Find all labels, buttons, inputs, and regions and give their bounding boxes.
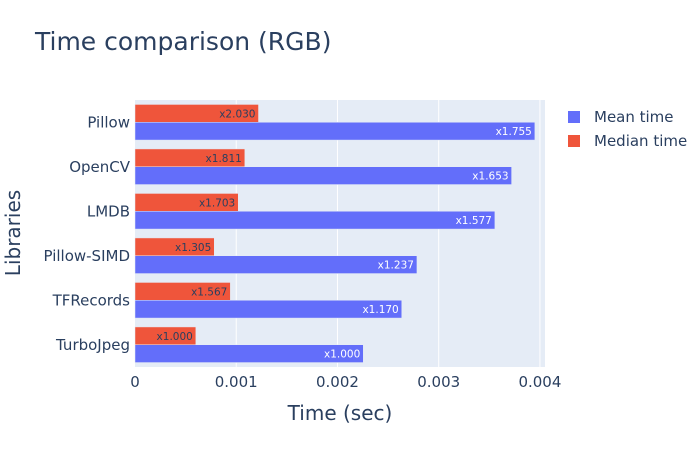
bar-label-mean-time: x1.170 [362, 304, 398, 316]
bar-mean-time [134, 255, 418, 274]
bar-mean-time [134, 300, 403, 319]
y-tick-label: TurboJpeg [55, 336, 130, 354]
legend: Mean time Median time [568, 108, 687, 150]
bar-label-median-time: x1.000 [157, 331, 193, 343]
x-tick-label: 0.003 [417, 373, 460, 391]
y-axis-title: Libraries [1, 190, 25, 276]
bar-label-median-time: x1.305 [175, 242, 211, 254]
bar-label-median-time: x2.030 [219, 108, 255, 120]
bar-label-mean-time: x1.653 [472, 171, 508, 183]
bar-label-median-time: x1.567 [191, 286, 227, 298]
bar-mean-time [134, 166, 512, 185]
y-tick-label: LMDB [87, 202, 130, 220]
bar-mean-time [134, 122, 536, 141]
legend-item-label[interactable]: Median time [594, 132, 687, 150]
bar-label-mean-time: x1.577 [456, 215, 492, 227]
y-tick-label: TFRecords [52, 291, 131, 309]
grid-lines [235, 100, 541, 367]
x-tick-label: 0.002 [316, 373, 359, 391]
legend-item-label[interactable]: Mean time [594, 108, 674, 126]
bar-mean-time [134, 211, 496, 230]
x-tick-label: 0 [130, 373, 140, 391]
bar-label-mean-time: x1.237 [378, 260, 414, 272]
y-tick-label: Pillow [87, 113, 130, 131]
bar-label-median-time: x1.811 [206, 153, 242, 165]
x-tick-label: 0.001 [215, 373, 258, 391]
x-tick-label: 0.004 [518, 373, 561, 391]
bar-label-mean-time: x1.755 [496, 126, 532, 138]
x-axis-title: Time (sec) [287, 401, 393, 425]
y-tick-label: OpenCV [69, 158, 131, 176]
chart-title: Time comparison (RGB) [34, 27, 331, 56]
y-axis-ticks: Pillow OpenCV LMDB Pillow-SIMD TFRecords Turb… [43, 113, 130, 354]
legend-swatch[interactable] [568, 135, 580, 147]
bar-label-median-time: x1.703 [199, 197, 235, 209]
bars: x2.030 x1.755 x1.811 x1.653 x1.703 x1.577 x1.3… [134, 104, 536, 363]
bar-label-mean-time: x1.000 [324, 349, 360, 361]
plot-area [135, 100, 545, 367]
y-tick-label: Pillow-SIMD [43, 247, 130, 265]
x-axis-ticks: 0 0.001 0.002 0.003 0.004 [130, 373, 561, 391]
bar-mean-time [134, 344, 364, 363]
legend-swatch[interactable] [568, 111, 580, 123]
